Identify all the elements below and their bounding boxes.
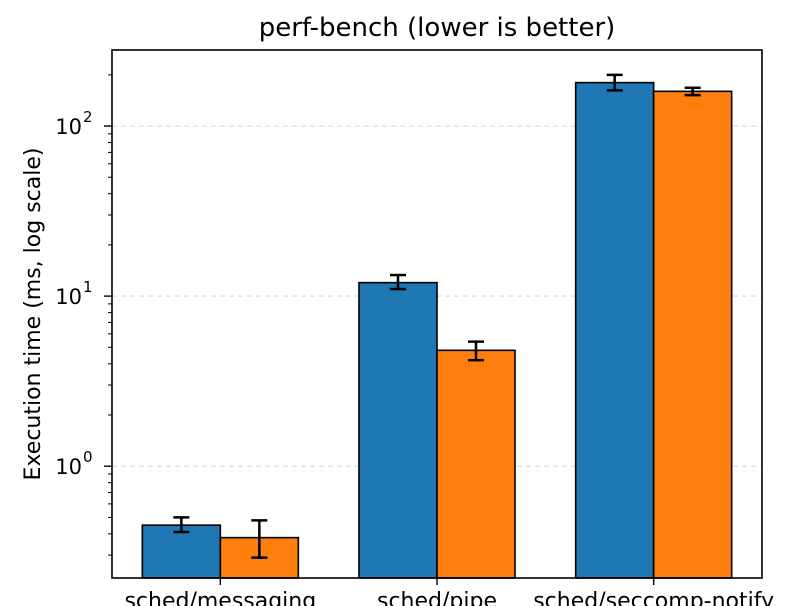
bars (141, 81, 733, 579)
x-tick-label: sched/messaging (124, 589, 316, 606)
x-ticks: sched/messaging sched/pipe sched/seccomp-n… (124, 578, 774, 606)
chart-title: perf-bench (lower is better) (259, 13, 616, 43)
bar (436, 349, 516, 579)
x-tick-label: sched/pipe (377, 589, 497, 606)
y-axis-label: Execution time (ms, log scale) (21, 148, 46, 481)
error-bars (173, 73, 701, 559)
y-tick-label: 10 (55, 455, 82, 479)
bar (574, 81, 655, 579)
y-tick-exponent: 2 (83, 108, 93, 126)
bar (141, 524, 222, 579)
y-tick-label: 10 (55, 115, 82, 139)
y-tick-label: 10 (55, 285, 82, 309)
plot-frame (111, 49, 763, 579)
x-tick-label: sched/seccomp-notify (533, 589, 774, 606)
bar (358, 281, 438, 579)
bar (652, 90, 733, 579)
y-tick-exponent: 0 (83, 448, 93, 466)
y-tick-exponent: 1 (83, 278, 93, 296)
